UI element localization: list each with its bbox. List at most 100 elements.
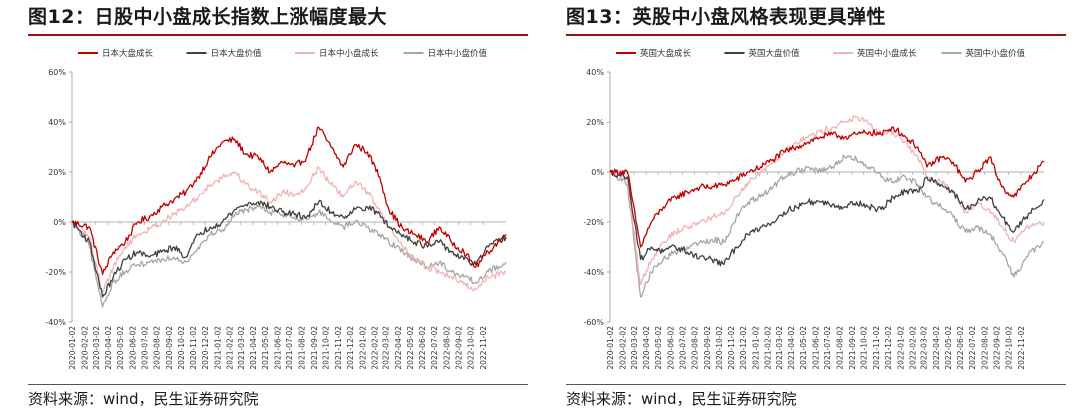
series-line	[71, 166, 507, 293]
x-tick-label: 2022-10-02	[1005, 326, 1014, 370]
x-tick-label: 2020-08-02	[153, 326, 162, 370]
x-tick-label: 2022-06-02	[418, 326, 427, 370]
source-note: 资料来源：wind，民生证券研究院	[566, 390, 797, 408]
legend-label: 英国中小盘价值	[966, 48, 1026, 59]
x-tick-label: 2021-10-02	[860, 326, 869, 370]
x-tick-label: 2022-08-02	[980, 326, 989, 370]
x-tick-label: 2020-02-02	[618, 326, 627, 370]
x-tick-label: 2021-04-02	[787, 326, 796, 370]
x-tick-label: 2020-06-02	[128, 326, 137, 370]
x-tick-label: 2022-09-02	[455, 326, 464, 370]
title-rule	[566, 34, 1066, 36]
chart-title: 图13：英股中小盘风格表现更具弹性	[566, 6, 886, 28]
y-tick-label: 0%	[53, 218, 66, 227]
y-tick-label: -40%	[45, 318, 66, 327]
x-tick-label: 2021-06-02	[811, 326, 820, 370]
x-tick-label: 2021-08-02	[298, 326, 307, 370]
legend-label: 日本中小盘价值	[428, 48, 488, 59]
x-tick-label: 2020-10-02	[177, 326, 186, 370]
x-tick-label: 2022-11-02	[1017, 326, 1026, 370]
x-tick-label: 2022-04-02	[932, 326, 941, 370]
x-tick-label: 2021-04-02	[249, 326, 258, 370]
x-tick-label: 2021-03-02	[775, 326, 784, 370]
x-tick-label: 2020-04-02	[104, 326, 113, 370]
x-tick-label: 2022-05-02	[944, 326, 953, 370]
x-tick-label: 2020-04-02	[642, 326, 651, 370]
x-tick-label: 2022-11-02	[479, 326, 488, 370]
footer-rule	[28, 384, 528, 385]
x-tick-label: 2021-06-02	[273, 326, 282, 370]
x-tick-label: 2021-11-02	[872, 326, 881, 370]
series-line	[71, 203, 507, 308]
series-line	[609, 115, 1045, 286]
x-tick-label: 2021-11-02	[334, 326, 343, 370]
x-tick-label: 2021-01-02	[751, 326, 760, 370]
x-tick-label: 2020-10-02	[715, 326, 724, 370]
y-tick-label: 60%	[48, 68, 66, 77]
legend-label: 英国大盘成长	[640, 48, 692, 59]
x-tick-label: 2022-03-02	[382, 326, 391, 370]
x-tick-label: 2020-07-02	[140, 326, 149, 370]
x-tick-label: 2021-09-02	[310, 326, 319, 370]
x-tick-label: 2020-12-02	[739, 326, 748, 370]
y-tick-label: 0%	[591, 168, 604, 177]
x-tick-label: 2020-09-02	[703, 326, 712, 370]
x-tick-label: 2021-12-02	[884, 326, 893, 370]
x-tick-label: 2020-03-02	[92, 326, 101, 370]
x-tick-label: 2020-02-02	[80, 326, 89, 370]
x-tick-label: 2022-10-02	[467, 326, 476, 370]
title-rule	[28, 34, 528, 36]
x-tick-label: 2022-07-02	[968, 326, 977, 370]
x-tick-label: 2022-08-02	[442, 326, 451, 370]
y-tick-label: -20%	[45, 268, 66, 277]
x-tick-label: 2022-05-02	[406, 326, 415, 370]
chart-title: 图12：日股中小盘成长指数上涨幅度最大	[28, 6, 387, 28]
series-line	[609, 126, 1045, 248]
x-tick-label: 2020-09-02	[165, 326, 174, 370]
legend-label: 英国中小盘成长	[857, 48, 917, 59]
x-tick-label: 2022-04-02	[394, 326, 403, 370]
legend-label: 日本大盘价值	[211, 48, 263, 59]
x-tick-label: 2022-06-02	[956, 326, 965, 370]
chart-panel-jp: 图12：日股中小盘成长指数上涨幅度最大 日本大盘成长 日本大盘价值 日本中小盘成长 日…	[28, 0, 528, 416]
x-tick-label: 2021-10-02	[322, 326, 331, 370]
legend-label: 英国大盘价值	[749, 48, 801, 59]
x-tick-label: 2021-08-02	[836, 326, 845, 370]
series-line	[609, 169, 1045, 267]
y-tick-label: -60%	[583, 318, 604, 327]
legend-label: 日本中小盘成长	[319, 48, 379, 59]
x-tick-label: 2022-01-02	[896, 326, 905, 370]
x-tick-label: 2020-08-02	[691, 326, 700, 370]
y-tick-label: 20%	[586, 118, 604, 127]
x-tick-label: 2021-09-02	[848, 326, 857, 370]
footer-rule	[566, 384, 1066, 385]
x-tick-label: 2020-11-02	[727, 326, 736, 370]
x-tick-label: 2020-11-02	[189, 326, 198, 370]
line-chart-uk: 英国大盘成长 英国大盘价值 英国中小盘成长 英国中小盘价值 -60% -40% -20% 0%…	[583, 48, 1045, 370]
line-chart-jp: 日本大盘成长 日本大盘价值 日本中小盘成长 日本中小盘价值 -40% -20% 0% 20% 4…	[45, 48, 507, 370]
series-line	[71, 199, 507, 298]
x-tick-label: 2021-05-02	[261, 326, 270, 370]
x-tick-label: 2021-07-02	[823, 326, 832, 370]
x-tick-label: 2021-07-02	[285, 326, 294, 370]
series-line	[71, 126, 507, 276]
x-tick-label: 2020-01-02	[606, 326, 615, 370]
y-tick-label: -40%	[583, 268, 604, 277]
x-tick-label: 2021-02-02	[226, 326, 235, 370]
legend-label: 日本大盘成长	[102, 48, 154, 59]
y-tick-label: 40%	[586, 68, 604, 77]
x-tick-label: 2021-03-02	[237, 326, 246, 370]
x-tick-label: 2021-12-02	[346, 326, 355, 370]
x-tick-label: 2020-06-02	[666, 326, 675, 370]
source-note: 资料来源：wind，民生证券研究院	[28, 390, 259, 408]
x-tick-label: 2020-07-02	[678, 326, 687, 370]
x-tick-label: 2022-01-02	[358, 326, 367, 370]
series-line	[609, 154, 1045, 298]
x-tick-label: 2020-05-02	[654, 326, 663, 370]
x-tick-label: 2020-12-02	[201, 326, 210, 370]
y-tick-label: 40%	[48, 118, 66, 127]
x-tick-label: 2021-05-02	[799, 326, 808, 370]
x-tick-label: 2022-02-02	[371, 326, 380, 370]
x-tick-label: 2022-09-02	[993, 326, 1002, 370]
x-tick-label: 2021-01-02	[213, 326, 222, 370]
